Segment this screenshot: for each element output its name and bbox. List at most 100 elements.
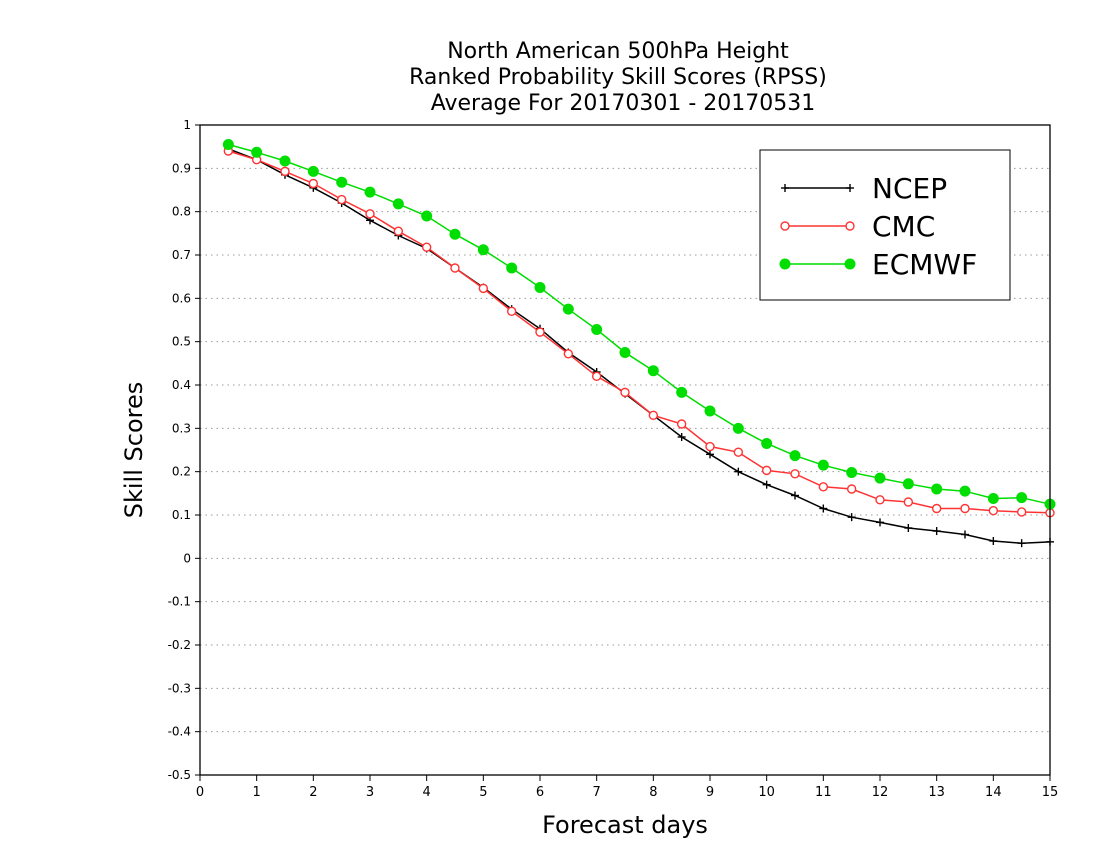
data-point-cmc xyxy=(761,465,772,476)
legend-label-cmc: CMC xyxy=(872,210,935,243)
y-tick-label: -0.5 xyxy=(168,768,191,782)
data-point-ecmwf xyxy=(279,155,291,167)
y-tick-label: -0.4 xyxy=(168,725,191,739)
y-tick-label: -0.3 xyxy=(168,681,191,695)
plot-frame xyxy=(199,124,1051,776)
data-point-ecmwf xyxy=(307,165,319,177)
data-point-cmc xyxy=(903,497,914,507)
x-tick-label: 10 xyxy=(758,785,775,800)
y-tick-label: 0.4 xyxy=(172,378,191,392)
data-point-cmc xyxy=(705,441,715,452)
y-tick-label: 0.2 xyxy=(172,465,191,479)
data-point-ecmwf xyxy=(987,493,999,505)
y-axis-label: Skill Scores xyxy=(120,382,148,519)
data-point-ncep xyxy=(706,450,714,459)
legend-item-ecmwf: ECMWF xyxy=(779,248,977,281)
x-tick-label: 7 xyxy=(593,785,601,800)
data-point-ecmwf xyxy=(506,262,518,274)
data-point-cmc xyxy=(506,306,517,317)
data-point-cmc xyxy=(733,447,744,457)
data-point-ecmwf xyxy=(222,139,234,150)
legend-marker-cmc xyxy=(780,221,790,231)
data-point-cmc xyxy=(308,178,319,189)
x-tick-label: 15 xyxy=(1042,785,1059,800)
data-point-ecmwf xyxy=(534,282,546,293)
data-point-cmc xyxy=(535,327,545,337)
data-point-ncep xyxy=(791,491,799,500)
data-point-cmc xyxy=(563,349,574,359)
legend-marker-cmc xyxy=(845,221,855,231)
data-point-ecmwf xyxy=(477,244,489,256)
y-tick-label: 0.9 xyxy=(172,161,191,175)
data-point-cmc xyxy=(846,484,857,494)
data-point-ecmwf xyxy=(902,478,914,490)
data-point-ecmwf xyxy=(817,459,829,471)
chart-title-line-2: Ranked Probability Skill Scores (RPSS) xyxy=(409,65,827,90)
data-point-ncep xyxy=(762,480,771,489)
data-point-ecmwf xyxy=(647,365,659,377)
data-point-ncep xyxy=(1017,539,1026,548)
data-point-ncep xyxy=(734,467,743,476)
x-tick-label: 4 xyxy=(423,785,431,800)
data-point-ecmwf xyxy=(732,422,744,434)
y-tick-label: -0.1 xyxy=(168,595,191,609)
data-point-cmc xyxy=(280,166,290,177)
gridlines xyxy=(200,167,1050,733)
data-point-ecmwf xyxy=(591,324,603,336)
x-tick-label: 1 xyxy=(253,785,261,800)
data-point-ecmwf xyxy=(1016,492,1028,504)
data-point-cmc xyxy=(450,263,460,273)
data-point-ecmwf xyxy=(421,210,433,222)
legend-marker-ncep xyxy=(846,184,854,192)
data-point-ecmwf xyxy=(619,347,631,358)
series-cmc xyxy=(223,146,1055,518)
legend: NCEP CMC ECMWF xyxy=(759,149,1011,301)
data-point-cmc xyxy=(393,226,404,236)
data-point-ecmwf xyxy=(336,176,348,188)
data-point-cmc xyxy=(960,503,970,514)
data-point-ncep xyxy=(819,504,828,513)
y-tick-label: 0.1 xyxy=(172,508,191,522)
legend-box xyxy=(759,149,1011,301)
data-point-ecmwf xyxy=(846,467,858,479)
x-tick-label: 11 xyxy=(815,785,832,800)
data-point-cmc xyxy=(790,469,800,479)
x-tick-label: 3 xyxy=(366,785,374,800)
y-tick-label: 0.6 xyxy=(172,291,191,305)
legend-marker-ncep xyxy=(781,184,789,192)
data-point-cmc xyxy=(988,505,999,516)
legend-marker-ecmwf xyxy=(844,258,856,270)
data-point-ncep xyxy=(876,518,884,527)
data-point-ecmwf xyxy=(562,303,574,315)
data-point-ecmwf xyxy=(676,386,688,398)
y-tick-label: 0.3 xyxy=(172,421,191,435)
data-point-cmc xyxy=(818,482,829,492)
y-tick-label: -0.2 xyxy=(168,638,191,652)
data-point-cmc xyxy=(478,283,489,294)
data-point-cmc xyxy=(365,209,375,219)
data-point-ncep xyxy=(961,530,969,539)
data-point-cmc xyxy=(875,495,885,505)
data-point-cmc xyxy=(648,410,659,421)
legend-label-ncep: NCEP xyxy=(872,172,947,205)
y-tick-label: 0.5 xyxy=(172,335,191,349)
x-tick-label: 9 xyxy=(706,785,714,800)
data-point-ecmwf xyxy=(392,198,404,210)
data-point-ecmwf xyxy=(449,228,461,240)
data-point-ecmwf xyxy=(789,450,801,462)
x-tick-label: 5 xyxy=(479,785,487,800)
data-point-cmc xyxy=(676,419,687,429)
x-tick-label: 8 xyxy=(649,785,657,800)
chart-title-line-1: North American 500hPa Height xyxy=(447,39,789,64)
data-point-ncep xyxy=(932,527,941,536)
data-series xyxy=(222,139,1056,548)
data-point-ncep xyxy=(904,524,913,532)
x-tick-label: 6 xyxy=(536,785,544,800)
data-point-ecmwf xyxy=(874,472,886,484)
data-point-ecmwf xyxy=(251,146,263,158)
series-ecmwf xyxy=(222,139,1056,510)
data-point-cmc xyxy=(1016,507,1027,517)
legend-item-cmc: CMC xyxy=(780,210,935,243)
data-point-ecmwf xyxy=(761,438,773,449)
